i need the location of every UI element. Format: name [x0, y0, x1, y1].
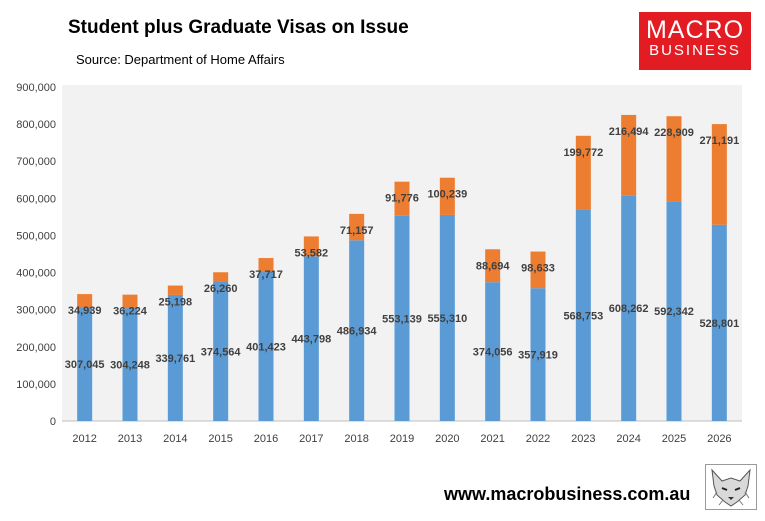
data-label: 271,191	[699, 135, 739, 147]
bar-segment-upper	[122, 294, 138, 309]
data-label: 91,776	[385, 193, 419, 205]
y-tick-label: 700,000	[16, 156, 56, 168]
data-label: 304,248	[110, 360, 150, 372]
x-tick-label: 2015	[208, 433, 232, 445]
data-label: 307,045	[65, 359, 105, 371]
bar-segment-lower	[258, 272, 274, 421]
data-label: 608,262	[609, 303, 649, 315]
bar-segment-upper	[575, 135, 591, 210]
logo-line-macro: MACRO	[645, 16, 745, 44]
x-tick-label: 2023	[571, 433, 595, 445]
bar-segment-upper	[485, 249, 501, 283]
bar-segment-upper	[303, 236, 319, 257]
x-tick-label: 2019	[390, 433, 414, 445]
x-tick-label: 2026	[707, 433, 731, 445]
macrobusiness-logo: MACRO BUSINESS	[639, 12, 751, 70]
y-tick-label: 400,000	[16, 268, 56, 280]
data-label: 71,157	[340, 225, 374, 237]
bar-segment-upper	[439, 177, 455, 215]
data-label: 26,260	[204, 283, 238, 295]
bar-segment-lower	[711, 224, 727, 421]
data-label: 592,342	[654, 306, 694, 318]
y-tick-label: 800,000	[16, 119, 56, 131]
bar-segment-lower	[303, 256, 319, 421]
bar-segment-upper	[621, 114, 637, 196]
bar-segment-lower	[485, 282, 501, 421]
data-label: 228,909	[654, 127, 694, 139]
bar-segment-lower	[575, 209, 591, 421]
bar-segment-lower	[213, 281, 229, 421]
bars	[77, 114, 727, 421]
logo-line-business: BUSINESS	[649, 42, 741, 59]
y-axis: 0 100,000 200,000 300,000 400,000 500,000 600,…	[16, 82, 56, 428]
x-tick-label: 2013	[118, 433, 142, 445]
data-labels: 307,045 34,939 304,248 36,224 339,761 25,198 3…	[65, 126, 739, 372]
website-url[interactable]: www.macrobusiness.com.au	[444, 484, 691, 504]
x-tick-label: 2012	[72, 433, 96, 445]
bar-segment-upper	[167, 285, 183, 295]
data-label: 357,919	[518, 350, 558, 362]
bar-segment-lower	[439, 214, 455, 421]
data-label: 486,934	[337, 326, 378, 338]
bar-segment-upper	[349, 213, 365, 241]
chart-source: Source: Department of Home Affairs	[76, 52, 285, 67]
data-label: 528,801	[699, 318, 739, 330]
x-tick-label: 2017	[299, 433, 323, 445]
y-tick-label: 600,000	[16, 193, 56, 205]
x-tick-label: 2014	[163, 433, 187, 445]
bar-segment-upper	[258, 258, 274, 273]
x-tick-label: 2021	[480, 433, 504, 445]
data-label: 34,939	[68, 305, 102, 317]
data-label: 553,139	[382, 313, 422, 325]
data-label: 100,239	[427, 189, 467, 201]
bar-segment-lower	[666, 201, 682, 421]
wolf-mascot-icon	[705, 464, 757, 510]
data-label: 401,423	[246, 342, 286, 354]
data-label: 443,798	[291, 334, 331, 346]
bar-segment-lower	[122, 308, 138, 421]
y-tick-label: 300,000	[16, 305, 56, 317]
bar-segment-lower	[77, 307, 93, 421]
x-axis: 2012 2013 2014 2015 2016 2017 2018 2019 2020 2021…	[72, 433, 731, 445]
bar-segment-lower	[167, 294, 183, 421]
data-label: 374,564	[201, 346, 242, 358]
bar-segment-upper	[213, 272, 229, 282]
data-label: 25,198	[159, 297, 193, 309]
bar-segment-upper	[711, 124, 727, 225]
data-label: 98,633	[521, 263, 555, 275]
y-tick-label: 200,000	[16, 342, 56, 354]
data-label: 339,761	[155, 353, 195, 365]
bar-segment-upper	[394, 181, 410, 216]
y-tick-label: 500,000	[16, 230, 56, 242]
data-label: 53,582	[295, 247, 329, 259]
data-label: 216,494	[609, 126, 650, 138]
bar-segment-lower	[621, 195, 637, 421]
bar-segment-upper	[530, 251, 546, 289]
data-label: 555,310	[427, 313, 467, 325]
bar-segment-upper	[77, 294, 93, 308]
x-tick-label: 2025	[662, 433, 686, 445]
bar-segment-lower	[530, 288, 546, 421]
chart-title: Student plus Graduate Visas on Issue	[68, 17, 409, 38]
x-tick-label: 2024	[616, 433, 640, 445]
y-tick-label: 0	[50, 416, 56, 428]
data-label: 37,717	[249, 269, 283, 281]
x-tick-label: 2020	[435, 433, 459, 445]
data-label: 36,224	[113, 306, 148, 318]
y-tick-label: 900,000	[16, 82, 56, 94]
data-label: 374,056	[473, 347, 513, 359]
x-tick-label: 2018	[344, 433, 368, 445]
data-label: 199,772	[563, 147, 603, 159]
x-tick-label: 2016	[254, 433, 278, 445]
bar-segment-lower	[394, 215, 410, 421]
bar-segment-upper	[666, 116, 682, 202]
data-label: 568,753	[563, 310, 603, 322]
bar-segment-lower	[349, 240, 365, 421]
x-tick-label: 2022	[526, 433, 550, 445]
data-label: 88,694	[476, 260, 511, 272]
y-tick-label: 100,000	[16, 379, 56, 391]
